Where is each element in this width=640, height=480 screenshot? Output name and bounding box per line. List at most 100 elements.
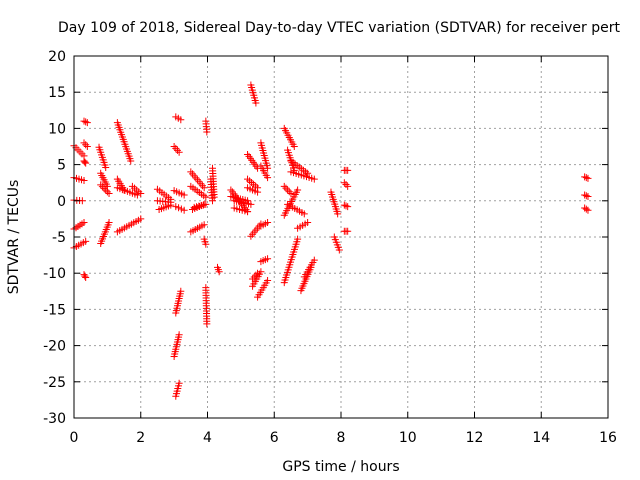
data-point xyxy=(310,175,318,183)
data-point xyxy=(137,215,145,223)
data-point xyxy=(342,181,350,189)
data-point xyxy=(172,144,180,152)
data-point xyxy=(247,200,255,208)
data-point xyxy=(264,174,272,182)
chart-title: Day 109 of 2018, Sidereal Day-to-day VTE… xyxy=(58,20,620,36)
data-point xyxy=(103,188,111,196)
data-point xyxy=(284,186,292,194)
x-tick-label: 16 xyxy=(599,430,617,446)
data-point xyxy=(102,186,110,194)
data-point xyxy=(282,184,290,192)
data-point xyxy=(78,197,86,205)
data-point xyxy=(81,272,89,280)
data-point xyxy=(102,163,110,171)
data-point xyxy=(180,206,188,214)
axis-tick-labels: 0 2 4 6 8 10 12 14 16 20 15 10 5 0 -5 -10 -15 -20 -25 -30 xyxy=(43,49,617,446)
data-point xyxy=(175,331,183,339)
data-point xyxy=(280,182,288,190)
y-tick-label: -25 xyxy=(43,375,66,391)
data-point xyxy=(264,276,272,284)
data-point xyxy=(180,191,188,199)
data-point xyxy=(264,219,272,227)
data-point xyxy=(98,183,106,191)
data-point xyxy=(170,143,178,150)
data-point xyxy=(342,202,350,210)
data-point xyxy=(177,287,185,295)
data-point xyxy=(82,274,90,282)
data-point xyxy=(177,116,185,124)
data-point xyxy=(80,219,88,227)
data-point xyxy=(200,184,208,192)
data-point xyxy=(584,192,592,200)
x-tick-label: 2 xyxy=(136,430,145,446)
y-tick-label: -5 xyxy=(52,230,66,246)
data-point xyxy=(582,174,590,182)
y-tick-label: -30 xyxy=(43,411,66,427)
data-point xyxy=(80,271,88,279)
data-point xyxy=(82,141,90,149)
data-point xyxy=(105,219,113,227)
data-point xyxy=(200,221,208,229)
data-point xyxy=(203,128,211,136)
y-tick-label: 5 xyxy=(57,158,66,174)
x-tick-label: 12 xyxy=(466,430,484,446)
data-point xyxy=(252,99,260,107)
data-point xyxy=(285,188,293,196)
data-point xyxy=(210,193,218,201)
data-point xyxy=(175,379,183,387)
y-axis-label: SDTVAR / TECUs xyxy=(6,180,22,295)
data-point xyxy=(202,200,210,208)
y-tick-label: 0 xyxy=(57,194,66,210)
data-point xyxy=(344,182,352,190)
data-point xyxy=(167,201,175,209)
data-point xyxy=(80,177,88,185)
data-point xyxy=(202,240,210,248)
x-tick-label: 4 xyxy=(203,430,212,446)
data-point xyxy=(582,192,590,200)
data-point xyxy=(304,169,312,177)
data-point xyxy=(287,190,295,198)
data-point xyxy=(97,181,105,189)
data-point xyxy=(294,186,302,194)
grid xyxy=(74,56,608,418)
data-point xyxy=(344,203,352,211)
axis-ticks xyxy=(73,55,609,419)
data-point xyxy=(264,255,272,263)
data-point xyxy=(335,246,343,254)
data-point xyxy=(100,184,108,192)
data-point xyxy=(173,146,181,154)
data-point xyxy=(81,158,89,166)
data-point xyxy=(290,143,298,150)
data-point xyxy=(80,139,88,147)
y-tick-label: 20 xyxy=(48,49,66,65)
data-point xyxy=(203,320,211,328)
x-tick-label: 14 xyxy=(532,430,550,446)
data-point xyxy=(244,208,252,216)
data-point xyxy=(82,118,90,126)
y-tick-label: 15 xyxy=(48,85,66,101)
data-point xyxy=(80,117,88,125)
x-tick-label: 0 xyxy=(70,430,79,446)
data-point xyxy=(257,268,265,276)
data-points xyxy=(70,81,592,400)
y-tick-label: -15 xyxy=(43,302,66,318)
data-point xyxy=(294,235,302,243)
x-tick-label: 10 xyxy=(399,430,417,446)
data-point xyxy=(334,210,342,218)
x-tick-label: 6 xyxy=(270,430,279,446)
data-point xyxy=(82,237,90,245)
data-point xyxy=(304,219,312,227)
y-tick-label: -10 xyxy=(43,266,66,282)
data-point xyxy=(254,269,262,277)
data-point xyxy=(584,206,592,214)
y-tick-label: 10 xyxy=(48,121,66,137)
data-point xyxy=(83,119,91,127)
data-point xyxy=(310,256,318,264)
data-point xyxy=(582,205,590,213)
data-point xyxy=(209,197,217,205)
y-tick-label: -20 xyxy=(43,339,66,355)
data-point xyxy=(300,210,308,218)
data-point xyxy=(202,193,210,201)
